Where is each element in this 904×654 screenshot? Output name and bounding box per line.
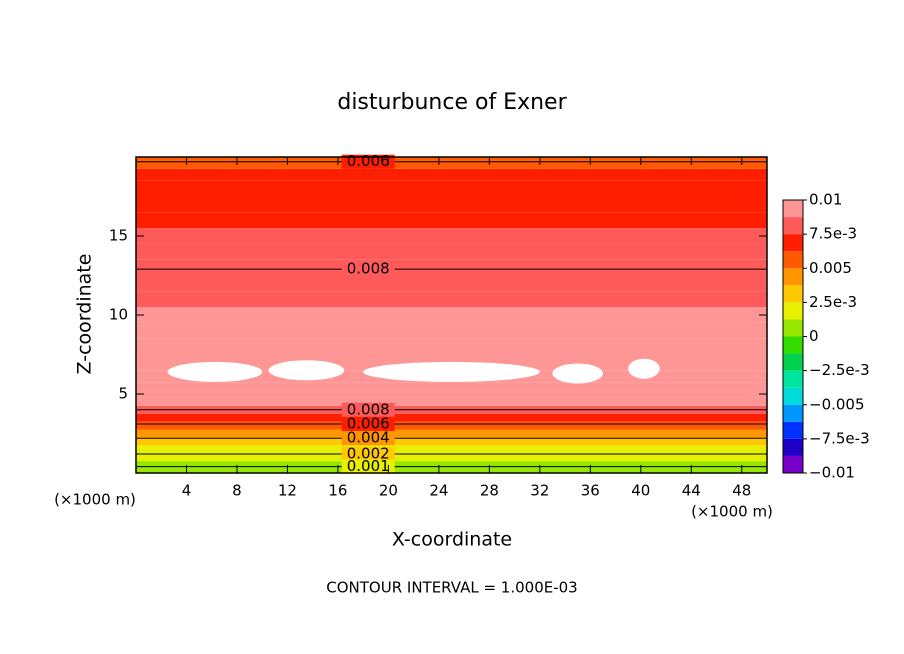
chart-title: disturbunce of Exner [337,90,567,115]
contour-label: 0.002 [347,445,390,463]
contour-label-bg [341,447,395,462]
colorbar-tick-label: 2.5e-3 [809,293,857,311]
field-band [136,453,767,462]
contour-label-bg [341,459,395,474]
colorbar-tick-label: −0.01 [809,464,855,482]
y-tick-label: 15 [109,227,128,245]
contour-note: CONTOUR INTERVAL = 1.000E-03 [326,579,577,597]
max-region [268,360,345,381]
contour-label-bg [341,431,395,446]
max-region [552,363,603,384]
field-band [136,243,767,260]
field-band [136,157,767,161]
colorbar-tick-label: −0.005 [809,395,865,413]
field-band [136,397,767,406]
max-region [628,358,660,379]
colorbar-swatch [783,353,803,371]
x-tick-label: 16 [328,482,347,500]
colorbar-swatch [783,370,803,388]
y-label: Z-coordinate [74,254,96,375]
colorbar-swatch [783,336,803,354]
colorbar-swatch [783,285,803,303]
colorbar-swatch [783,200,803,218]
colorbar-swatch [783,319,803,337]
field-band [136,469,767,473]
contour-label: 0.004 [347,429,390,447]
contour-label: 0.006 [347,415,390,433]
field-band [136,228,767,244]
x-label: X-coordinate [392,529,512,551]
x-tick-label: 28 [480,482,499,500]
field-band [136,338,767,355]
field-band [136,437,767,446]
colorbar-swatch [783,217,803,235]
contour-label-bg [341,402,395,417]
x-tick-label: 8 [232,482,242,500]
colorbar-tick-label: 7.5e-3 [809,225,857,243]
contour-label-bg [341,417,395,432]
colorbar-tick-label: −7.5e-3 [809,429,870,447]
y-tick-label: 10 [109,306,128,324]
field-band [136,413,767,422]
colorbar-swatch [783,268,803,286]
field-band [136,180,767,197]
field-band [136,307,767,323]
x-tick-label: 32 [530,482,549,500]
x-unit: (×1000 m) [691,503,773,521]
x-tick-label: 36 [581,482,600,500]
field-band [136,160,767,169]
y-unit: (×1000 m) [54,491,136,509]
colorbar-swatch [783,251,803,269]
colorbar-swatch [783,387,803,405]
colorbar-tick-label: 0 [809,327,819,345]
contour-label-bg [341,154,395,169]
colorbar-swatch [783,302,803,320]
contour-label-bg [341,262,395,277]
field-band [136,429,767,438]
colorbar-tick-label: 0.005 [809,259,852,277]
colorbar-swatch [783,455,803,473]
contour-label: 0.001 [347,457,390,475]
x-tick-label: 4 [182,482,192,500]
x-tick-label: 24 [429,482,448,500]
max-region [363,361,540,382]
contour-label: 0.008 [347,400,390,418]
colorbar-swatch [783,234,803,252]
colorbar-tick-label: −2.5e-3 [809,361,870,379]
field-band [136,445,767,454]
field-band [136,461,767,470]
field-band [136,275,767,292]
x-tick-label: 20 [379,482,398,500]
x-tick-label: 12 [278,482,297,500]
field-band [136,168,767,181]
field-band [136,291,767,308]
field-band [136,382,767,391]
colorbar-tick-label: 0.01 [809,191,842,209]
colorbar-swatch [783,404,803,422]
contour-label: 0.008 [347,260,390,278]
max-region [167,361,263,382]
contour-label: 0.006 [347,152,390,170]
x-tick-label: 48 [732,482,751,500]
colorbar-swatch [783,438,803,456]
x-tick-label: 40 [631,482,650,500]
field-band [136,259,767,276]
field-band [136,322,767,339]
colorbar-swatch [783,421,803,439]
field-band [136,421,767,430]
y-tick-label: 5 [118,385,128,403]
field-band [136,390,767,398]
x-tick-label: 44 [682,482,701,500]
field-band [136,196,767,213]
field-band [136,212,767,229]
